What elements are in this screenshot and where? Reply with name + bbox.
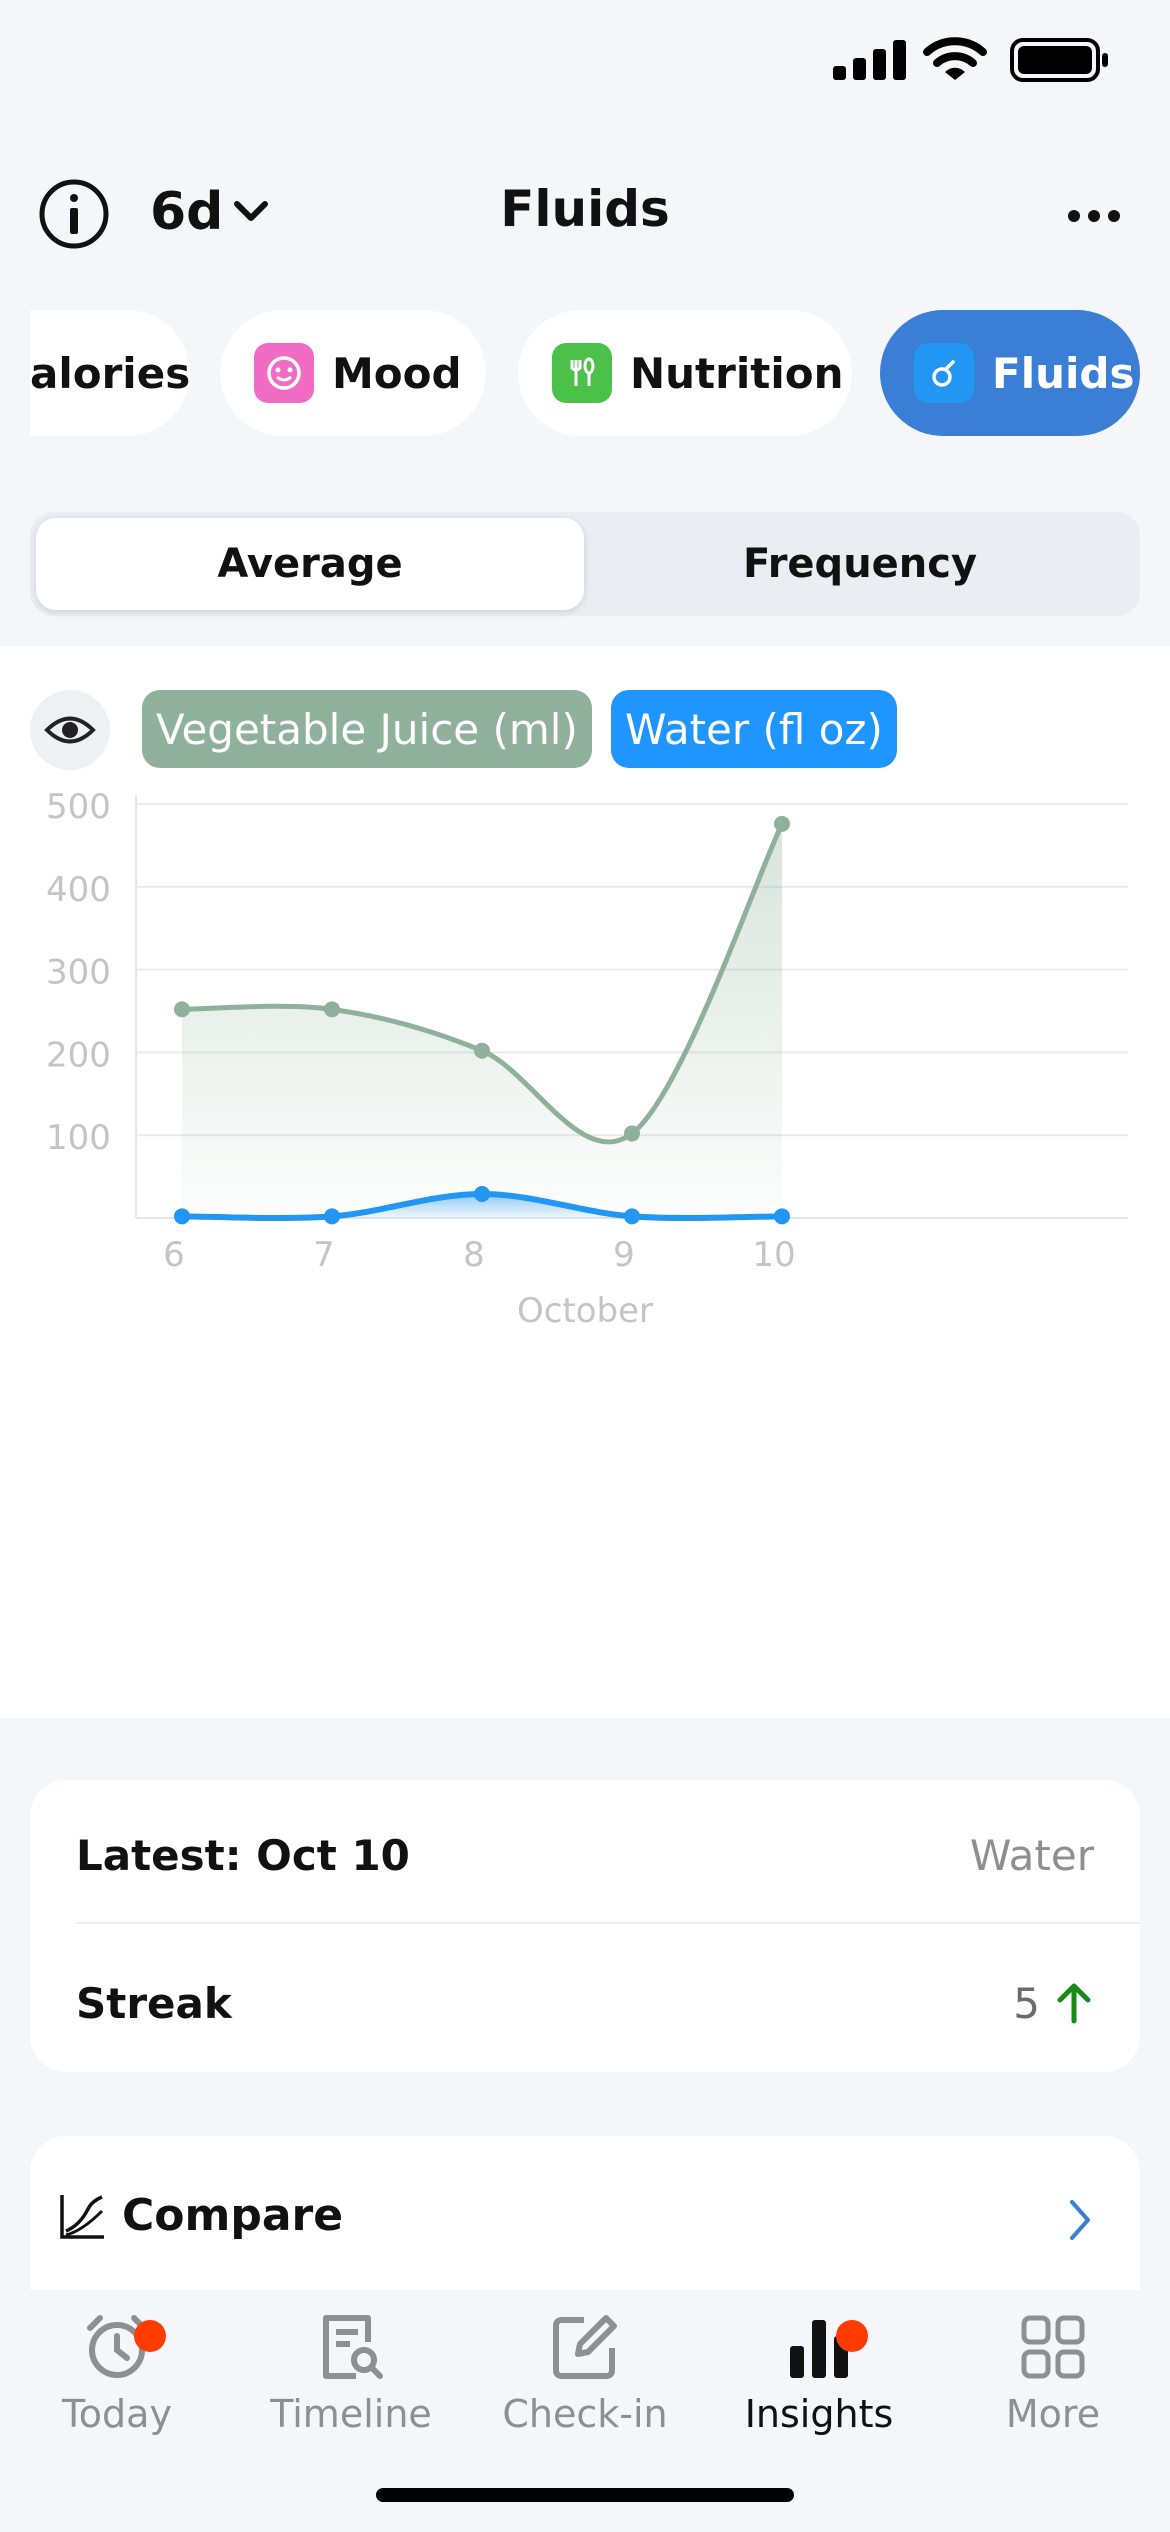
segment-frequency[interactable]: Frequency [742, 541, 978, 587]
timeline-search-icon [323, 2315, 383, 2379]
tab-timeline[interactable]: Timeline [234, 2312, 468, 2436]
data-point [324, 1208, 340, 1225]
grid-icon [1021, 2315, 1085, 2379]
drop-icon [914, 343, 974, 403]
cellular-signal-icon [833, 40, 906, 80]
compare-label: Compare [122, 2190, 344, 2241]
tab-label: Today [62, 2392, 172, 2436]
data-point [174, 1208, 190, 1225]
y-tick-label: 200 [46, 1035, 111, 1075]
category-label: Fluids [992, 348, 1135, 398]
category-pill-calories[interactable]: alories [30, 310, 190, 436]
data-point [174, 1001, 190, 1018]
tab-more[interactable]: More [936, 2312, 1170, 2436]
page-title: Fluids [500, 180, 670, 238]
tab-label: Timeline [270, 2392, 432, 2436]
data-point [774, 1208, 790, 1225]
status-bar [0, 0, 1170, 130]
x-tick-label: 6 [163, 1235, 185, 1275]
chevron-right-icon [1070, 2200, 1090, 2240]
category-label: Mood [332, 348, 462, 398]
utensils-icon [552, 343, 612, 403]
latest-label: Latest: Oct 10 [76, 1830, 410, 1880]
data-point [624, 1208, 640, 1225]
range-label: 6d [150, 182, 224, 242]
streak-label: Streak [76, 1978, 232, 2028]
tab-label: More [1005, 2392, 1101, 2436]
streak-row[interactable]: Streak 5 [76, 1962, 1094, 2044]
category-label: Nutrition [630, 348, 844, 398]
view-mode-segmented-control: Average Frequency [30, 512, 1140, 616]
notification-badge [836, 2320, 868, 2352]
latest-row[interactable]: Latest: Oct 10 Water [76, 1814, 1094, 1896]
chevron-down-icon [234, 201, 269, 221]
x-tick-label: 10 [752, 1235, 795, 1275]
x-axis-label: October [517, 1291, 653, 1331]
y-tick-label: 300 [46, 953, 111, 993]
series-area-0 [182, 823, 782, 1218]
latest-value: Water [969, 1830, 1094, 1880]
home-indicator [376, 2488, 794, 2502]
x-tick-label: 8 [463, 1235, 485, 1275]
category-pill-fluids[interactable]: Fluids [880, 310, 1140, 436]
y-tick-label: 400 [46, 870, 111, 910]
data-point [474, 1042, 490, 1059]
y-tick-label: 500 [46, 787, 111, 827]
summary-card: Latest: Oct 10 Water Streak 5 [30, 1780, 1140, 2072]
notification-badge [134, 2320, 166, 2352]
data-point [624, 1125, 640, 1142]
compare-row: Compare [58, 2190, 343, 2241]
y-tick-label: 100 [46, 1118, 111, 1158]
category-label: alories [30, 348, 191, 398]
data-point [774, 815, 790, 832]
legend-chip-vegetable-juice[interactable]: Vegetable Juice (ml) [142, 690, 592, 768]
segment-average[interactable]: Average [36, 518, 584, 610]
x-tick-label: 9 [613, 1235, 635, 1275]
tab-check-in[interactable]: Check-in [468, 2312, 702, 2436]
wifi-icon [923, 37, 987, 80]
range-selector[interactable]: 6d [150, 182, 269, 242]
category-pill-nutrition[interactable]: Nutrition [518, 310, 852, 436]
legend-chip-water[interactable]: Water (fl oz) [611, 690, 897, 768]
edit-icon [553, 2315, 617, 2379]
arrow-up-icon [1057, 1983, 1091, 2024]
visibility-toggle[interactable] [30, 690, 110, 770]
fluids-chart: 100200300400500ml678910October [46, 787, 1128, 1331]
info-icon[interactable] [38, 178, 110, 250]
tab-today[interactable]: Today [0, 2312, 234, 2436]
tab-label: Insights [744, 2392, 894, 2436]
tab-label: Check-in [502, 2392, 668, 2436]
divider [76, 1922, 1140, 1924]
series-area-1 [182, 1193, 782, 1218]
streak-value: 5 [1013, 1978, 1040, 2028]
smile-icon [254, 343, 314, 403]
category-pill-row: alories Mood Nutrition Fluids [30, 310, 1140, 436]
data-point [474, 1185, 490, 1202]
series-line-0 [181, 822, 785, 1145]
tab-insights[interactable]: Insights [702, 2312, 936, 2436]
chart-panel: Vegetable Juice (ml) Water (fl oz) 100 20… [0, 646, 1170, 1718]
eye-icon [44, 716, 96, 744]
x-tick-label: 7 [313, 1235, 335, 1275]
line-chart-icon [60, 2194, 104, 2239]
more-options-icon[interactable] [1066, 204, 1122, 228]
category-pill-mood[interactable]: Mood [220, 310, 486, 436]
battery-icon [1010, 38, 1108, 82]
data-point [324, 1001, 340, 1018]
